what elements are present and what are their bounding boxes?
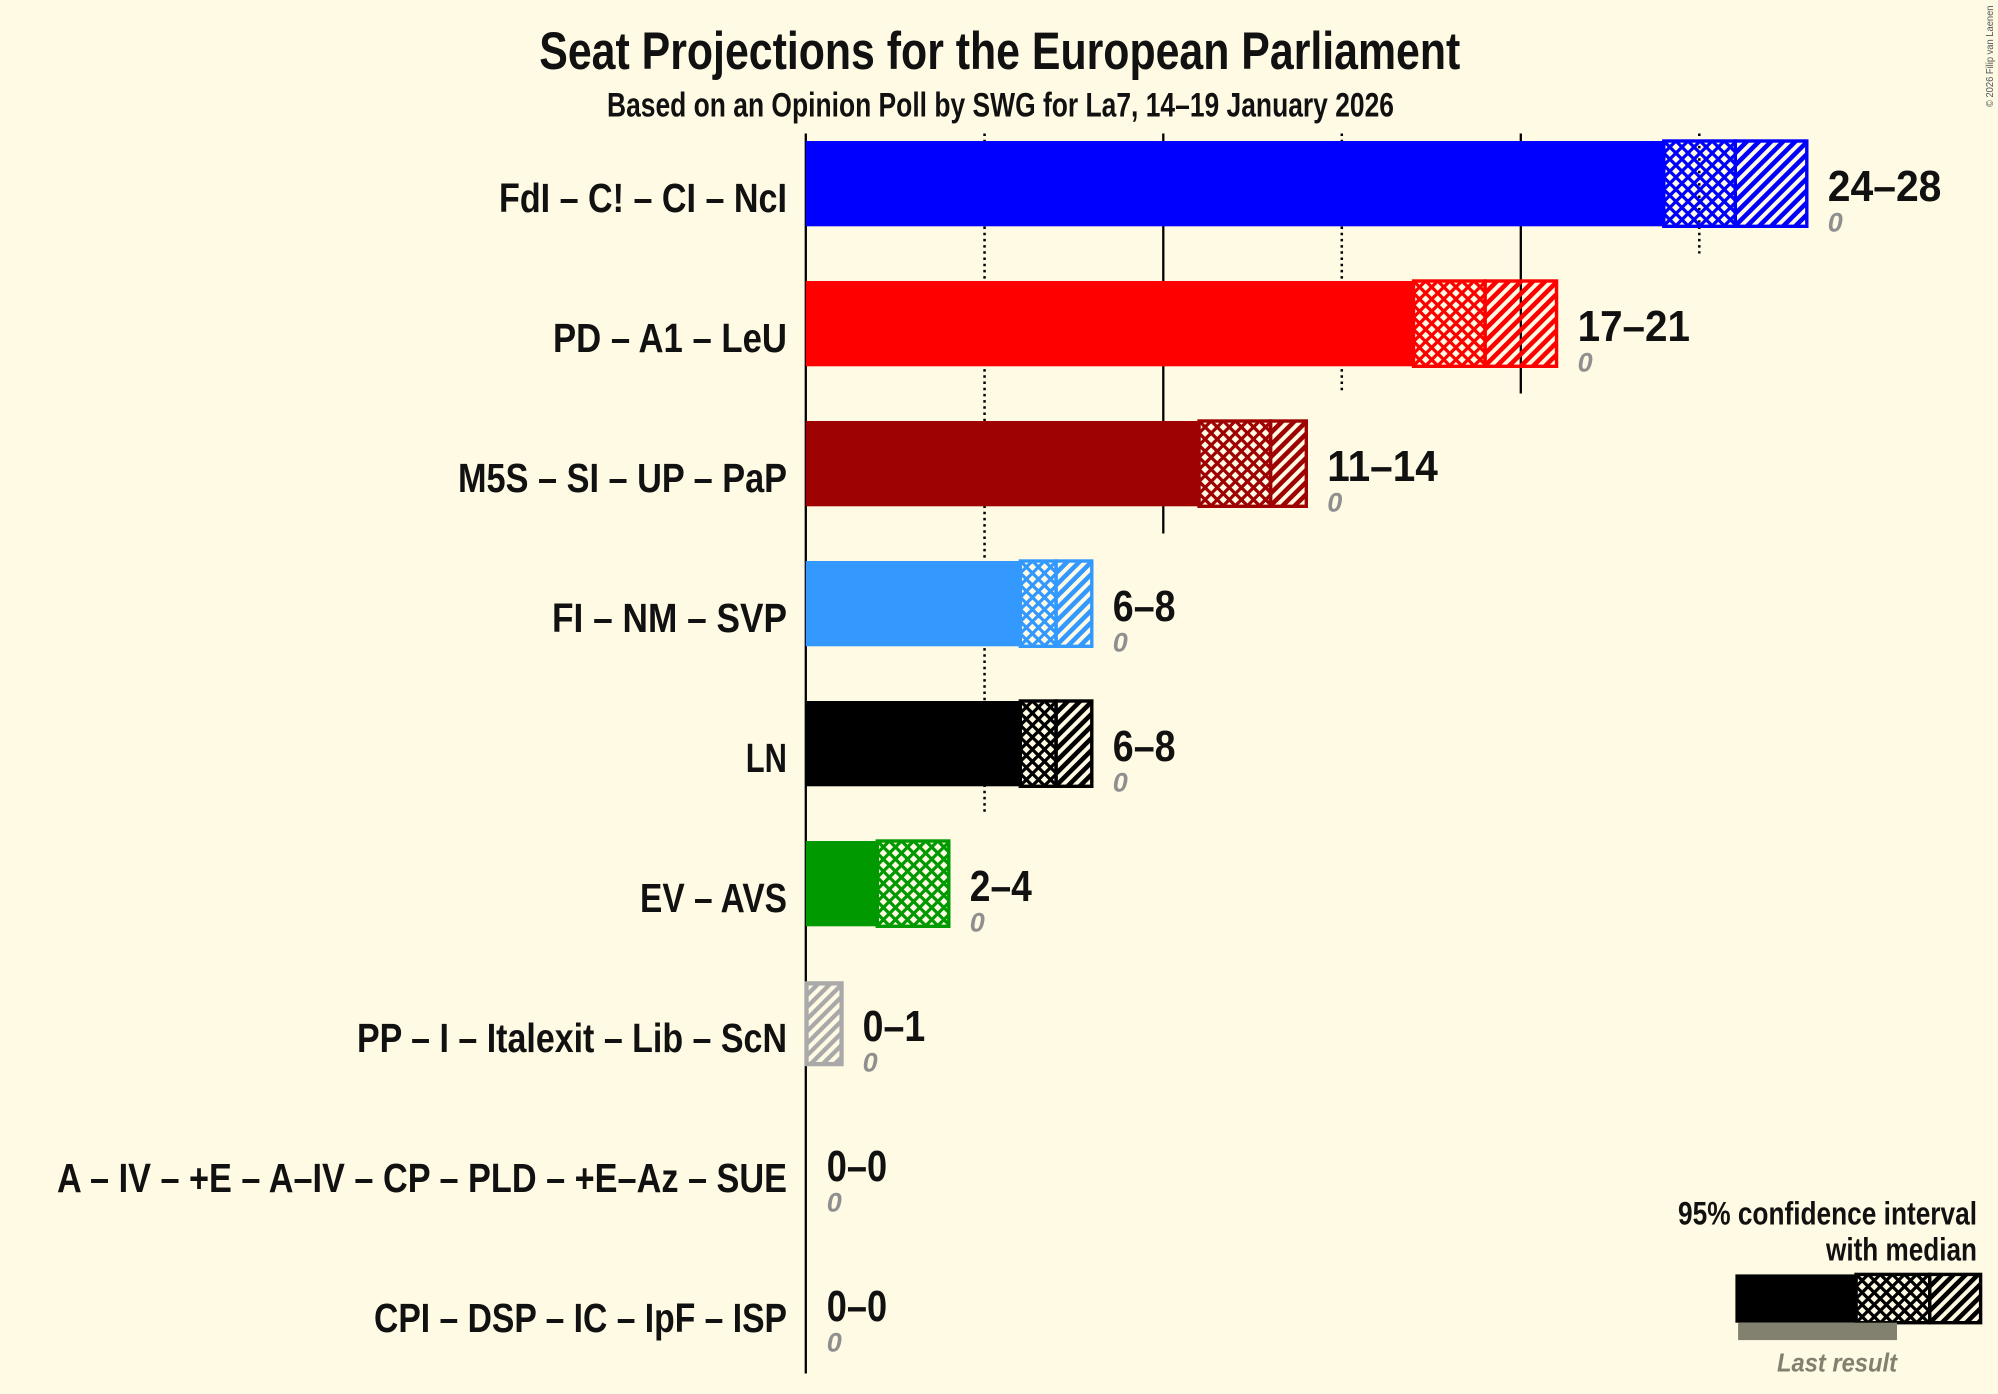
svg-text:with median: with median bbox=[1825, 1232, 1977, 1268]
svg-text:0–0: 0–0 bbox=[827, 1282, 887, 1331]
svg-text:Based on an Opinion Poll by SW: Based on an Opinion Poll by SWG for La7,… bbox=[607, 86, 1394, 124]
svg-text:A – IV – +E – A–IV – CP – PLD: A – IV – +E – A–IV – CP – PLD – +E–Az – … bbox=[57, 1155, 787, 1201]
svg-text:0: 0 bbox=[1578, 348, 1593, 378]
svg-text:M5S – SI – UP – PaP: M5S – SI – UP – PaP bbox=[458, 455, 787, 501]
svg-text:0: 0 bbox=[827, 1188, 842, 1218]
svg-text:95% confidence interval: 95% confidence interval bbox=[1678, 1196, 1977, 1232]
svg-text:PP – I – Italexit – Lib – ScN: PP – I – Italexit – Lib – ScN bbox=[357, 1015, 787, 1061]
svg-text:0: 0 bbox=[863, 1048, 878, 1078]
svg-text:EV – AVS: EV – AVS bbox=[640, 875, 787, 921]
svg-text:0–1: 0–1 bbox=[863, 1002, 926, 1051]
svg-text:0: 0 bbox=[1113, 628, 1128, 658]
svg-text:Last result: Last result bbox=[1777, 1348, 1898, 1378]
svg-text:0: 0 bbox=[1327, 488, 1342, 518]
svg-text:0: 0 bbox=[1828, 208, 1843, 238]
svg-text:© 2026 Filip van Laenen: © 2026 Filip van Laenen bbox=[1984, 5, 1996, 107]
svg-text:FdI – C! – CI – NcI: FdI – C! – CI – NcI bbox=[499, 175, 787, 221]
svg-text:0: 0 bbox=[1113, 768, 1128, 798]
svg-text:0–0: 0–0 bbox=[827, 1142, 887, 1191]
svg-text:11–14: 11–14 bbox=[1327, 442, 1438, 491]
svg-text:17–21: 17–21 bbox=[1578, 302, 1690, 351]
svg-text:CPI – DSP – IC – IpF – ISP: CPI – DSP – IC – IpF – ISP bbox=[374, 1295, 787, 1341]
svg-text:6–8: 6–8 bbox=[1113, 722, 1176, 771]
svg-text:0: 0 bbox=[827, 1328, 842, 1358]
svg-text:PD – A1 – LeU: PD – A1 – LeU bbox=[553, 315, 787, 361]
svg-text:2–4: 2–4 bbox=[970, 862, 1033, 911]
svg-text:LN: LN bbox=[746, 735, 787, 781]
svg-text:Seat Projections for the Europ: Seat Projections for the European Parlia… bbox=[539, 22, 1460, 81]
svg-text:24–28: 24–28 bbox=[1828, 162, 1942, 211]
svg-text:6–8: 6–8 bbox=[1113, 582, 1176, 631]
svg-text:FI – NM – SVP: FI – NM – SVP bbox=[552, 595, 787, 641]
svg-text:0: 0 bbox=[970, 908, 985, 938]
